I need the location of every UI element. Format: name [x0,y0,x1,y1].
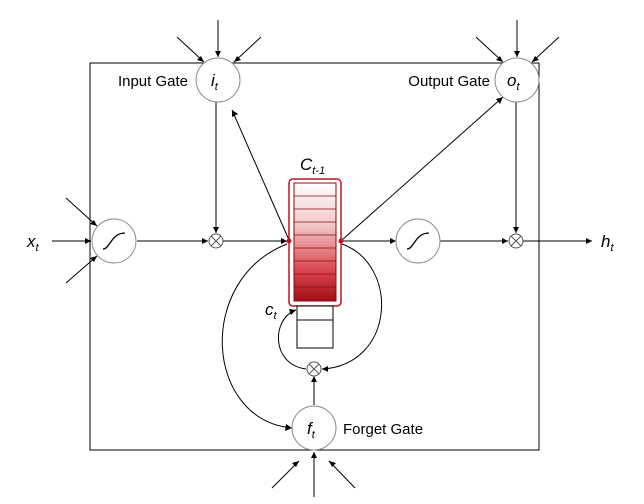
input-squash-node [91,218,137,264]
memory-cell [286,178,344,307]
input-symbol: xt [26,232,40,254]
current-cell-stack [296,305,334,349]
output-gate-node [494,57,540,103]
input-multiplier-node [208,233,224,249]
input-gate-label: Input Gate [118,73,188,90]
output-gate-symbol: ot [507,71,520,93]
forget-gate-symbol: ft [307,419,316,441]
input-gate-node [195,57,241,103]
current-cell-symbol: ct [265,300,278,322]
output-gate-label: Output Gate [408,73,490,90]
previous-cell-symbol: Ct-1 [300,155,325,177]
connections [52,20,592,497]
output-squash-node [395,218,441,264]
forget-gate-label: Forget Gate [343,421,423,438]
input-gate-symbol: it [211,71,219,93]
forget-gate-node [291,405,337,451]
output-multiplier-node [508,233,524,249]
output-symbol: ht [601,232,614,254]
forget-multiplier-node [306,361,322,377]
